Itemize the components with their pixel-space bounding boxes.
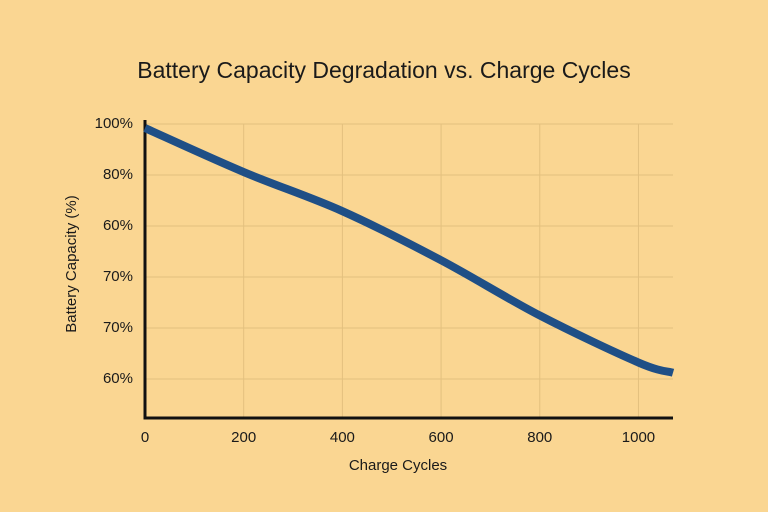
x-axis-label: Charge Cycles	[349, 457, 447, 474]
y-tick-label: 60%	[103, 217, 133, 234]
y-tick-label: 80%	[103, 166, 133, 183]
x-tick-label: 0	[141, 429, 149, 446]
x-tick-label: 200	[231, 429, 256, 446]
x-tick-label: 400	[330, 429, 355, 446]
data-line	[143, 124, 675, 377]
x-tick-label: 600	[429, 429, 454, 446]
y-tick-label: 70%	[103, 319, 133, 336]
x-tick-label: 1000	[622, 429, 655, 446]
y-tick-label: 100%	[95, 115, 133, 132]
y-tick-label: 70%	[103, 268, 133, 285]
y-axis-label: Battery Capacity (%)	[63, 195, 80, 333]
y-tick-label: 60%	[103, 370, 133, 387]
chart-title: Battery Capacity Degradation vs. Charge …	[137, 57, 630, 83]
x-tick-label: 800	[527, 429, 552, 446]
